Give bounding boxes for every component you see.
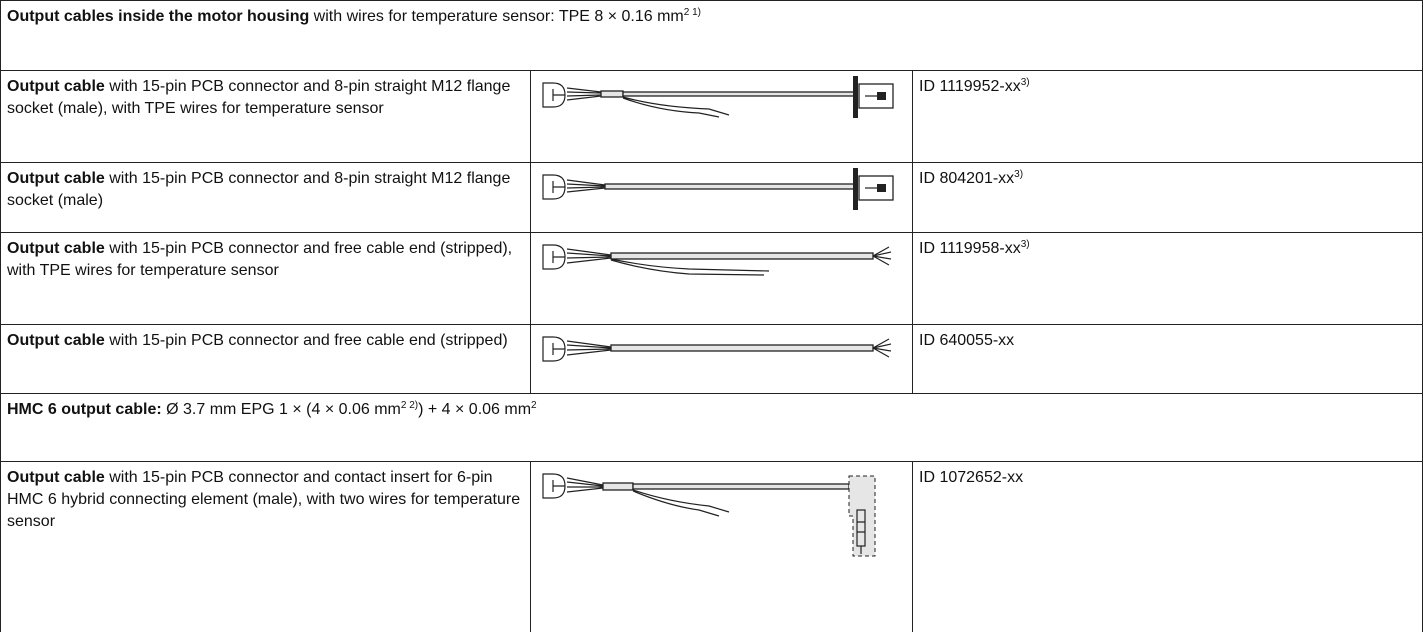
- cable-table: Output cables inside the motor housing w…: [0, 0, 1423, 632]
- cable-drawing: [531, 462, 913, 632]
- row: Output cable with 15-pin PCB connector a…: [1, 233, 1423, 325]
- description: Output cable with 15-pin PCB connector a…: [1, 325, 531, 394]
- cable-svg: [539, 237, 903, 287]
- row: Output cable with 15-pin PCB connector a…: [1, 325, 1423, 394]
- desc-bold: Output cable: [7, 332, 105, 349]
- cable-drawing: [531, 233, 913, 325]
- cable-drawing: [531, 71, 913, 163]
- section-heading-row: HMC 6 output cable: Ø 3.7 mm EPG 1 × (4 …: [1, 394, 1423, 462]
- id-cell: ID 804201-xx3): [913, 163, 1423, 233]
- cable-svg: [539, 167, 903, 217]
- description: Output cable with 15-pin PCB connector a…: [1, 462, 531, 632]
- row: Output cable with 15-pin PCB connector a…: [1, 462, 1423, 632]
- description: Output cable with 15-pin PCB connector a…: [1, 163, 531, 233]
- cable-svg: [539, 329, 903, 379]
- id-cell: ID 1072652-xx: [913, 462, 1423, 632]
- desc-bold: Output cable: [7, 240, 105, 257]
- desc-bold: Output cable: [7, 469, 105, 486]
- section-heading: Output cables inside the motor housing w…: [1, 1, 1423, 71]
- id: ID 1119952-xx: [919, 78, 1021, 95]
- cable-drawing: [531, 325, 913, 394]
- id: ID 640055-xx: [919, 332, 1014, 349]
- id-sup: 3): [1014, 169, 1023, 180]
- cable-svg: [539, 466, 903, 566]
- cable-drawing: [531, 163, 913, 233]
- id: ID 804201-xx: [919, 170, 1014, 187]
- id-cell: ID 1119952-xx3): [913, 71, 1423, 163]
- heading-sup: 2: [531, 400, 537, 411]
- row: Output cable with 15-pin PCB connector a…: [1, 163, 1423, 233]
- section-heading: HMC 6 output cable: Ø 3.7 mm EPG 1 × (4 …: [1, 394, 1423, 462]
- id-cell: ID 640055-xx: [913, 325, 1423, 394]
- cable-svg: [539, 75, 903, 125]
- section-heading-row: Output cables inside the motor housing w…: [1, 1, 1423, 71]
- heading-text: Ø 3.7 mm EPG 1 × (4 × 0.06 mm: [162, 401, 401, 418]
- id: ID 1119958-xx: [919, 240, 1021, 257]
- page: Output cables inside the motor housing w…: [0, 0, 1425, 632]
- desc-bold: Output cable: [7, 78, 105, 95]
- heading-bold: Output cables inside the motor housing: [7, 8, 309, 25]
- desc-bold: Output cable: [7, 170, 105, 187]
- heading-bold: HMC 6 output cable:: [7, 401, 162, 418]
- row: Output cable with 15-pin PCB connector a…: [1, 71, 1423, 163]
- id-sup: 3): [1021, 239, 1030, 250]
- heading-text: ) + 4 × 0.06 mm: [418, 401, 531, 418]
- id: ID 1072652-xx: [919, 469, 1023, 486]
- heading-sup: 2 2): [401, 400, 418, 411]
- heading-sup: 2 1): [684, 7, 701, 18]
- description: Output cable with 15-pin PCB connector a…: [1, 233, 531, 325]
- id-sup: 3): [1021, 77, 1030, 88]
- desc-text: with 15-pin PCB connector and free cable…: [105, 332, 508, 349]
- id-cell: ID 1119958-xx3): [913, 233, 1423, 325]
- description: Output cable with 15-pin PCB connector a…: [1, 71, 531, 163]
- heading-text: with wires for temperature sensor: TPE 8…: [309, 8, 684, 25]
